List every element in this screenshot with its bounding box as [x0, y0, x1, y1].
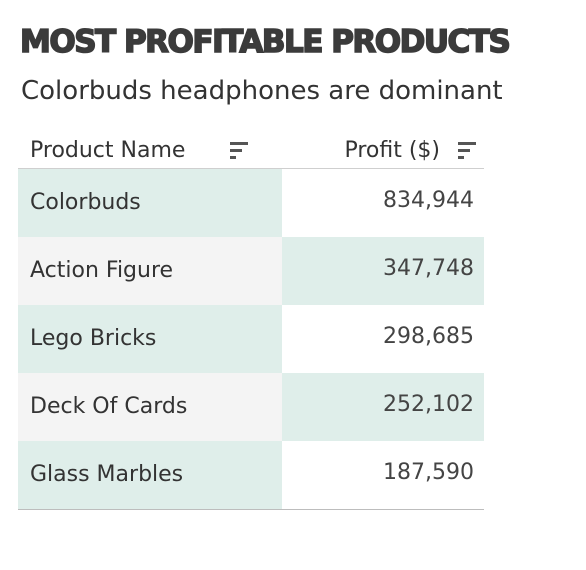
table-row: Lego Bricks 298,685: [18, 305, 484, 373]
product-name: Deck Of Cards: [30, 394, 188, 419]
profit-table: Product Name Profit ($) Colorbuds 834,944…: [18, 130, 484, 510]
profit-value: 187,590: [383, 460, 474, 485]
profit-cell: 252,102: [282, 373, 484, 441]
table-bottom-border: [18, 509, 484, 510]
profit-cell: 298,685: [282, 305, 484, 373]
product-name-cell: Deck Of Cards: [18, 373, 282, 441]
product-name: Glass Marbles: [30, 462, 184, 487]
product-name: Colorbuds: [30, 190, 141, 215]
profit-cell: 347,748: [282, 237, 484, 305]
table-body: Colorbuds 834,944 Action Figure 347,748 Lego…: [18, 169, 484, 509]
table-row: Action Figure 347,748: [18, 237, 484, 305]
table-row: Glass Marbles 187,590: [18, 441, 484, 509]
sort-icon[interactable]: [230, 142, 250, 160]
profit-value: 834,944: [383, 188, 474, 213]
product-name-cell: Lego Bricks: [18, 305, 282, 373]
profit-value: 252,102: [383, 392, 474, 417]
column-header-profit[interactable]: Profit ($): [344, 138, 440, 163]
chart-subtitle: Colorbuds headphones are dominant: [21, 76, 503, 106]
sort-icon[interactable]: [458, 142, 478, 160]
product-name-cell: Action Figure: [18, 237, 282, 305]
column-header-product-name[interactable]: Product Name: [30, 138, 186, 163]
profit-cell: 187,590: [282, 441, 484, 509]
product-name-cell: Glass Marbles: [18, 441, 282, 509]
product-name: Lego Bricks: [30, 326, 157, 351]
table-header: Product Name Profit ($): [18, 130, 484, 169]
table-row: Colorbuds 834,944: [18, 169, 484, 237]
product-name-cell: Colorbuds: [18, 169, 282, 237]
profit-value: 347,748: [383, 256, 474, 281]
profit-cell: 834,944: [282, 169, 484, 237]
profit-value: 298,685: [383, 324, 474, 349]
chart-title: MOST PROFITABLE PRODUCTS: [19, 23, 511, 61]
product-name: Action Figure: [30, 258, 174, 283]
table-row: Deck Of Cards 252,102: [18, 373, 484, 441]
